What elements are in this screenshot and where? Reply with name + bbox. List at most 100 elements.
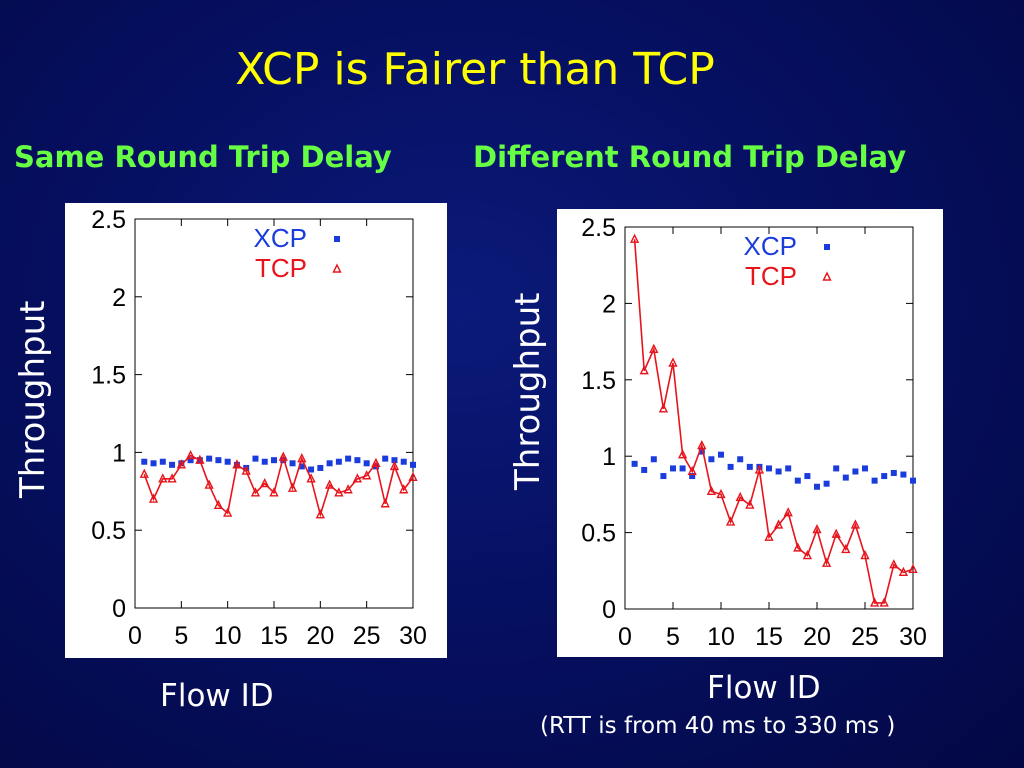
tcp-point [716, 488, 726, 499]
tcp-point [697, 439, 707, 450]
tcp-point [362, 470, 372, 480]
y-tick-label: 2 [602, 290, 616, 318]
tcp-point [343, 484, 353, 494]
tcp-point [315, 509, 325, 519]
xcp-point [862, 465, 868, 472]
tcp-point [260, 477, 270, 488]
tcp-point [399, 484, 409, 494]
tcp-point [764, 531, 774, 541]
xcp-point [794, 477, 801, 484]
tcp-point [668, 357, 678, 367]
y-tick-label: 1.5 [581, 367, 616, 395]
tcp-point [185, 449, 196, 460]
xcp-point [689, 473, 696, 480]
xcp-point [842, 474, 849, 481]
tcp-point [269, 487, 279, 497]
xcp-point [298, 463, 305, 470]
xcp-point [833, 465, 840, 472]
tcp-point [148, 493, 159, 503]
xcp-point [141, 458, 148, 465]
tcp-point [802, 549, 813, 560]
xcp-point [345, 455, 352, 462]
xcp-point [410, 461, 416, 468]
xcp-point [746, 463, 753, 470]
left-plot-panel: 0 0.5 1 1.5 2 2.5 0 5 10 15 20 25 30 XCP TCP [65, 203, 447, 658]
tcp-point [908, 563, 918, 573]
xcp-legend-label: XCP [254, 223, 307, 253]
tcp-point [773, 519, 784, 529]
y-tick-label: 2 [112, 284, 126, 312]
xcp-point [317, 464, 324, 471]
tcp-point [195, 454, 205, 464]
y-tick-label: 0.5 [91, 517, 126, 545]
tcp-point [639, 365, 649, 375]
xcp-point [391, 457, 398, 464]
x-tick-label: 0 [128, 622, 142, 650]
tcp-point [204, 479, 214, 489]
left-x-axis-label: Flow ID [160, 678, 274, 714]
xcp-point [187, 457, 194, 464]
right-plot-panel: 0 0.5 1 1.5 2 2.5 0 5 10 15 20 25 30 XCP TCP [557, 209, 943, 657]
tcp-point [831, 528, 841, 538]
right-y-axis-label: Throughput [508, 292, 548, 491]
xcp-point [698, 448, 705, 455]
xcp-point [660, 473, 667, 480]
xcp-point [823, 480, 830, 487]
tcp-point [139, 468, 149, 478]
rtt-range-note: (RTT is from 40 ms to 330 ms ) [540, 713, 896, 739]
tcp-point [677, 449, 688, 459]
tcp-point [850, 519, 861, 529]
tcp-point [735, 491, 745, 502]
left-y-axis-label: Throughput [13, 300, 53, 499]
tcp-point [158, 473, 168, 483]
tcp-point [860, 549, 870, 560]
xcp-legend-marker [824, 244, 830, 250]
tcp-point [371, 457, 381, 467]
x-tick-label: 10 [214, 622, 242, 650]
xcp-legend-label: XCP [744, 231, 797, 261]
tcp-point [629, 233, 640, 243]
tcp-point [352, 473, 363, 483]
xcp-point [727, 463, 734, 470]
xcp-point [382, 455, 389, 462]
tcp-point [841, 543, 851, 554]
xcp-point [804, 473, 811, 480]
xcp-point [206, 455, 213, 462]
y-tick-label: 2.5 [581, 214, 616, 242]
y-tick-label: 0 [602, 596, 616, 624]
tcp-point [687, 465, 697, 476]
xcp-point [641, 466, 648, 473]
xcp-point [775, 468, 782, 475]
tcp-point [278, 451, 288, 461]
tcp-point [783, 507, 793, 517]
tcp-point [306, 473, 316, 483]
tcp-point [389, 460, 400, 471]
tcp-point [287, 482, 298, 492]
tcp-point [898, 566, 909, 577]
tcp-point [879, 597, 889, 607]
xcp-point [910, 477, 916, 484]
x-tick-label: 5 [666, 623, 680, 651]
x-tick-label: 10 [707, 623, 735, 651]
xcp-point [871, 477, 878, 484]
xcp-point [718, 451, 724, 458]
tcp-point [250, 487, 261, 497]
x-tick-label: 30 [399, 622, 427, 650]
xcp-point [650, 456, 657, 463]
tcp-legend-marker [332, 263, 342, 273]
tcp-point [232, 459, 242, 469]
xcp-point [852, 468, 859, 475]
xcp-point [215, 457, 222, 464]
xcp-point [785, 465, 792, 472]
xcp-point [400, 458, 407, 465]
y-tick-label: 1.5 [91, 362, 126, 390]
xcp-point [631, 460, 638, 467]
tcp-point [241, 465, 251, 475]
xcp-point [354, 457, 361, 464]
xcp-point [670, 465, 676, 472]
tcp-point [176, 459, 186, 469]
tcp-point [745, 499, 755, 509]
tcp-point [869, 597, 880, 607]
